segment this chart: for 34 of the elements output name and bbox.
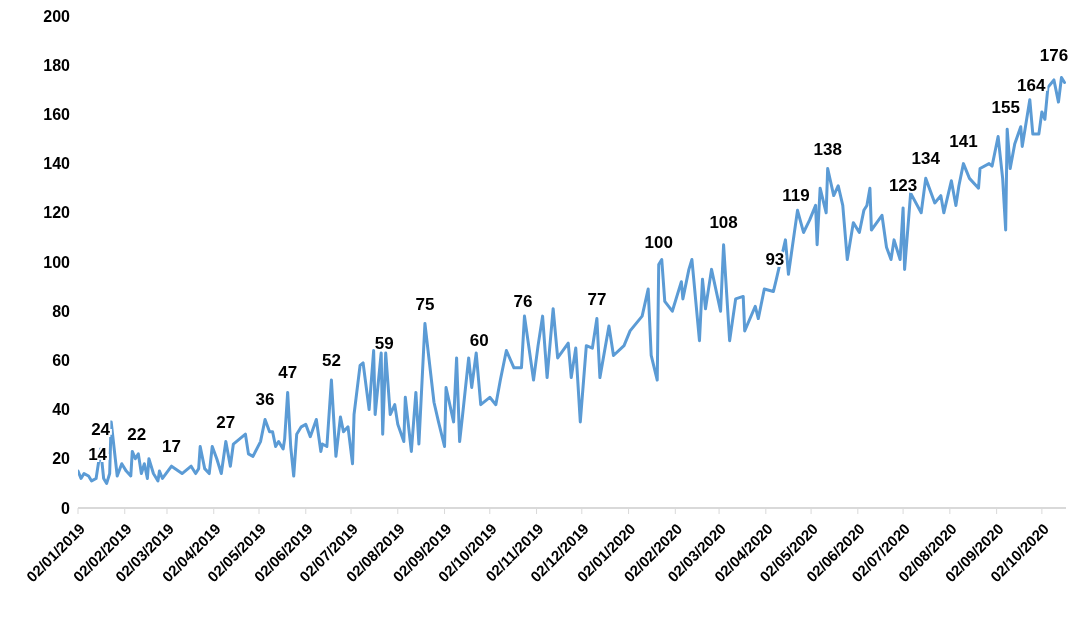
annotation: 60 [469, 331, 489, 351]
annotation: 59 [374, 333, 394, 353]
annotation: 77 [587, 289, 607, 309]
annotation: 119 [782, 186, 810, 206]
annotation: 76 [513, 292, 533, 312]
annotation: 176 [1039, 46, 1069, 66]
annotation: 47 [278, 363, 298, 383]
y-tick-label: 120 [43, 204, 71, 222]
annotation: 138 [813, 139, 842, 159]
annotation: 141 [949, 132, 978, 152]
y-tick-label: 80 [52, 302, 71, 320]
annotation: 52 [321, 351, 341, 371]
y-tick-label: 200 [43, 7, 71, 25]
annotation: 17 [162, 437, 181, 457]
annotation: 100 [644, 233, 673, 252]
annotation: 164 [1017, 75, 1047, 95]
y-tick-label: 40 [52, 401, 71, 419]
annotation: 24 [91, 419, 111, 439]
annotation: 22 [127, 424, 147, 444]
annotation: 123 [888, 176, 918, 196]
annotation: 75 [415, 294, 435, 314]
y-tick-label: 100 [43, 253, 71, 271]
y-tick-label: 60 [52, 352, 71, 370]
annotation: 155 [991, 97, 1020, 117]
line-series [78, 76, 1066, 485]
y-tick-label: 140 [43, 155, 71, 173]
annotation: 134 [911, 149, 941, 169]
annotation: 27 [216, 412, 236, 432]
annotation: 36 [255, 390, 275, 410]
y-tick-label: 160 [43, 106, 71, 124]
y-tick-label: 20 [52, 450, 71, 468]
y-tick-label: 180 [43, 56, 71, 74]
y-tick-label: 0 [61, 499, 71, 517]
annotation: 108 [709, 213, 738, 233]
